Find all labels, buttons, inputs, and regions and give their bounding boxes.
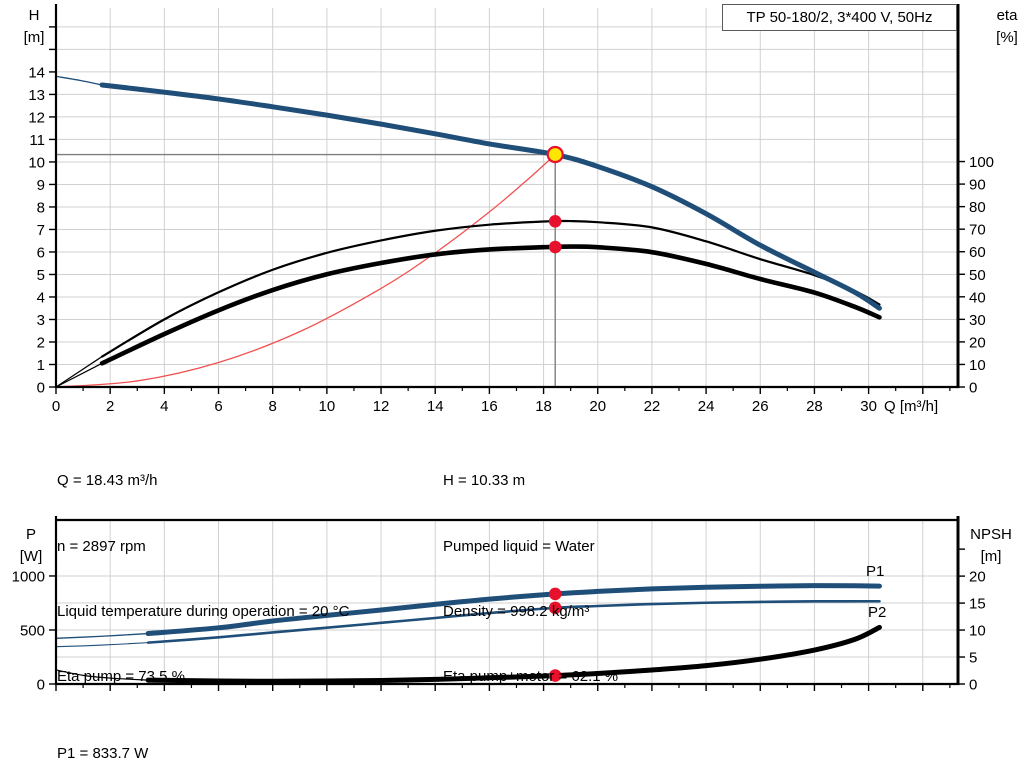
x-axis-tick-label: 22 — [644, 398, 661, 415]
axis-title: [m] — [981, 548, 1002, 565]
y-axis-tick-label: 7 — [37, 222, 45, 239]
y2-axis-tick-label: 70 — [969, 222, 986, 239]
y-axis-tick-label: 10 — [28, 154, 45, 171]
y-axis-tick-label: 5 — [37, 267, 45, 284]
y2-axis-tick-label: 90 — [969, 177, 986, 194]
y2-axis-tick-label: 20 — [969, 334, 986, 351]
axis-title: H — [29, 7, 40, 24]
flow-value: Q = 18.43 m³/h — [57, 472, 158, 490]
y2-axis-tick-label: 40 — [969, 289, 986, 306]
x-axis-tick-label: 14 — [427, 398, 444, 415]
y-axis-tick-label: 14 — [28, 64, 45, 81]
y-axis-tick-label: 1 — [37, 357, 45, 374]
y2-axis-tick-label: 5 — [969, 650, 977, 667]
y-axis-tick-label: 11 — [29, 132, 45, 149]
p2-label: P2 — [868, 604, 886, 621]
pump-type-box: TP 50-180/2, 3*400 V, 50Hz — [722, 4, 957, 31]
operating-data-right: H = 10.33 m Pumped liquid = Water Densit… — [443, 427, 618, 731]
pump-curve-lead — [55, 75, 103, 86]
eta-pump-point — [548, 214, 562, 228]
eta-pump-motor-point — [548, 240, 562, 254]
y2-axis-tick-label: 60 — [969, 244, 986, 261]
eta-pump-curve-lead — [55, 355, 103, 388]
eta-pump-curve — [100, 219, 881, 358]
p1-curve-lead — [55, 632, 149, 639]
p2-curve-lead — [55, 642, 149, 648]
x-axis-tick-label: 0 — [52, 398, 60, 415]
y-axis-tick-label: 3 — [37, 312, 45, 329]
pump-type-label: TP 50-180/2, 3*400 V, 50Hz — [746, 9, 933, 26]
npsh-curve-lead — [55, 669, 149, 681]
y-axis-tick-label: 0 — [37, 380, 45, 397]
eta-pump-motor-value: Eta pump+motor = 62.1 % — [443, 667, 619, 685]
x-axis-tick-label: 26 — [752, 398, 769, 415]
liquid-temperature-value: Liquid temperature during operation = 20… — [57, 602, 350, 620]
x-axis-tick-label: 20 — [589, 398, 606, 415]
density-value: Density = 998.2 kg/m³ — [443, 602, 590, 620]
y2-axis-tick-label: 100 — [969, 154, 994, 171]
y2-axis-tick-label: 0 — [969, 677, 977, 694]
axis-title: eta — [997, 7, 1019, 24]
x-axis-tick-label: 18 — [535, 398, 552, 415]
head-value: H = 10.33 m — [443, 472, 526, 490]
x-axis-tick-label: 8 — [269, 398, 277, 415]
y2-axis-tick-label: 15 — [969, 596, 986, 613]
y-axis-tick-label: 9 — [37, 177, 45, 194]
x-axis-tick-label: 30 — [860, 398, 877, 415]
y-axis-tick-label: 1000 — [12, 568, 45, 585]
npsh-point — [548, 669, 562, 682]
eta-pump-value: Eta pump = 73.5 % — [57, 667, 185, 685]
x-axis-title: Q [m³/h] — [884, 398, 938, 415]
eta-pump-motor-curve-lead — [55, 362, 103, 388]
y-axis-tick-label: 13 — [28, 87, 45, 104]
y-axis-tick-label: 6 — [37, 244, 45, 261]
x-axis-tick-label: 12 — [373, 398, 390, 415]
y2-axis-tick-label: 0 — [969, 380, 977, 397]
y2-axis-tick-label: 10 — [969, 357, 986, 374]
y2-axis-tick-label: 50 — [969, 267, 986, 284]
p1-point — [548, 587, 562, 601]
x-axis-tick-label: 28 — [806, 398, 823, 415]
x-axis-tick-label: 2 — [106, 398, 114, 415]
speed-value: n = 2897 rpm — [57, 537, 146, 555]
axis-title: P — [26, 526, 36, 543]
result-values: P1 = 833.7 W P2 = 704.7 W NPSH = 1.56 m — [57, 701, 162, 781]
x-axis-tick-label: 24 — [698, 398, 715, 415]
y2-axis-tick-label: 20 — [969, 569, 986, 586]
y-axis-tick-label: 8 — [37, 199, 45, 216]
axis-title: [%] — [996, 29, 1018, 46]
y2-axis-tick-label: 30 — [969, 312, 986, 329]
y-axis-tick-label: 2 — [37, 334, 45, 351]
pumped-liquid-value: Pumped liquid = Water — [443, 537, 595, 555]
y-axis-tick-label: 4 — [37, 289, 45, 306]
x-axis-tick-label: 10 — [319, 398, 336, 415]
p1-value: P1 = 833.7 W — [57, 745, 149, 762]
operating-point[interactable] — [546, 145, 564, 164]
y-axis-tick-label: 0 — [37, 677, 45, 694]
x-axis-tick-label: 4 — [160, 398, 168, 415]
p2-point — [548, 601, 562, 615]
eta-pump-motor-curve — [99, 244, 882, 366]
y2-axis-tick-label: 10 — [969, 623, 986, 640]
system-curve — [55, 153, 556, 388]
axis-title: [W] — [20, 548, 43, 565]
pump-curve — [99, 82, 882, 311]
y2-axis-tick-label: 80 — [969, 199, 986, 216]
x-axis-tick-label: 16 — [481, 398, 498, 415]
axis-title: NPSH — [970, 526, 1012, 543]
p2-curve — [146, 599, 881, 644]
operating-data-left: Q = 18.43 m³/h n = 2897 rpm Liquid tempe… — [57, 427, 349, 731]
p1-label: P1 — [866, 563, 884, 580]
y-axis-tick-label: 500 — [20, 622, 45, 639]
axis-title: [m] — [24, 29, 45, 46]
x-axis-tick-label: 6 — [214, 398, 222, 415]
y-axis-tick-label: 12 — [28, 109, 45, 126]
